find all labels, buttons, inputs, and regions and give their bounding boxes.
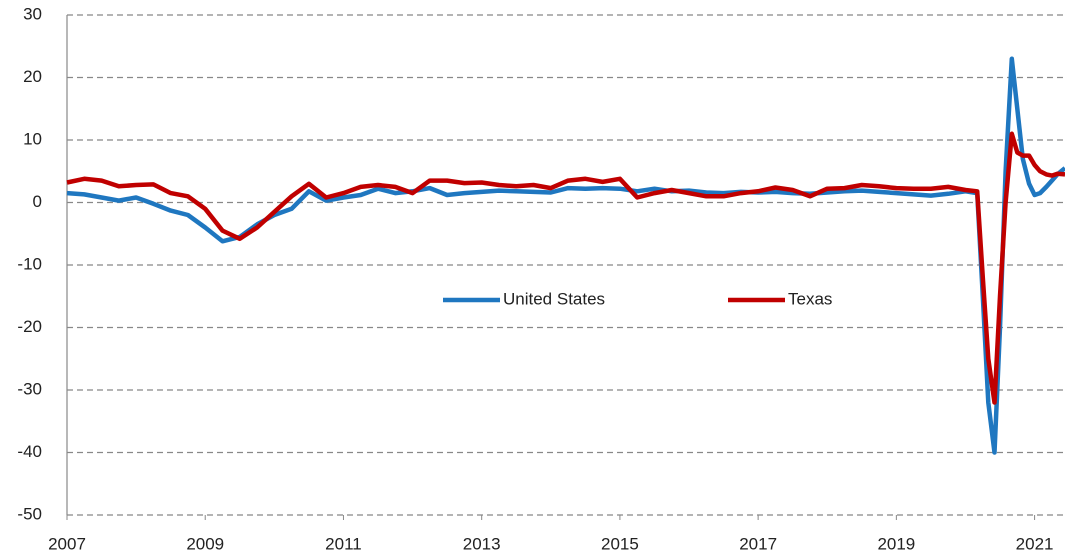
x-tick-label: 2009 xyxy=(186,534,224,553)
y-tick-label: 0 xyxy=(33,192,42,211)
y-tick-label: -20 xyxy=(17,317,42,336)
series-line xyxy=(66,56,1065,455)
series-line xyxy=(66,131,1065,405)
legend-label: Texas xyxy=(788,289,832,308)
y-tick-label: 10 xyxy=(23,129,42,148)
x-tick-label: 2019 xyxy=(877,534,915,553)
x-tick-label: 2017 xyxy=(739,534,777,553)
x-tick-label: 2011 xyxy=(325,534,362,553)
x-tick-label: 2021 xyxy=(1016,534,1054,553)
y-tick-label: 30 xyxy=(23,4,42,23)
y-tick-label: -10 xyxy=(17,254,42,273)
x-tick-label: 2007 xyxy=(48,534,86,553)
x-tick-label: 2013 xyxy=(463,534,501,553)
y-tick-label: -50 xyxy=(17,504,42,523)
y-tick-label: 20 xyxy=(23,67,42,86)
y-tick-label: -40 xyxy=(17,442,42,461)
x-tick-label: 2015 xyxy=(601,534,639,553)
legend-label: United States xyxy=(503,289,605,308)
y-tick-label: -30 xyxy=(17,379,42,398)
